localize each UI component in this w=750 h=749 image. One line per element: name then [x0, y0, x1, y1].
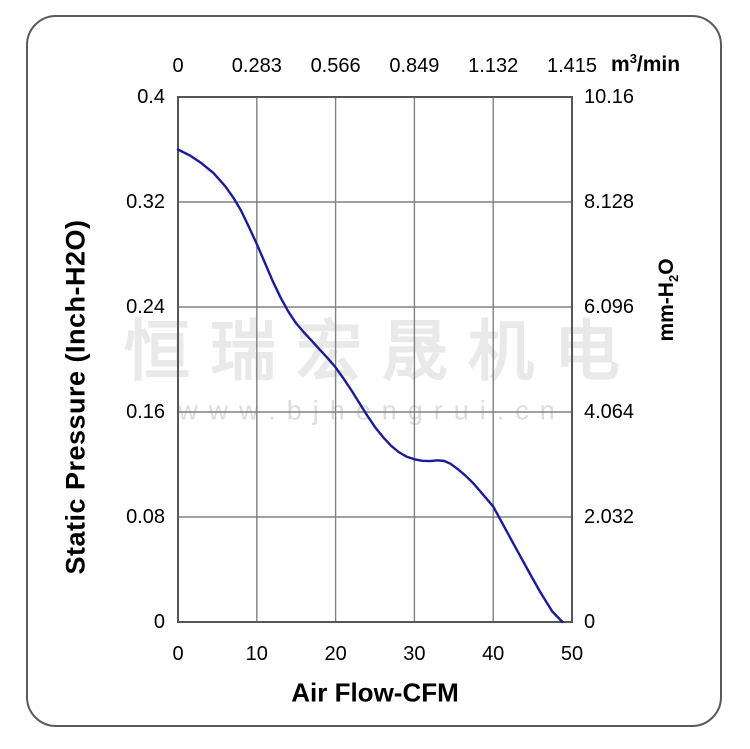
right-tick-label: 0	[584, 611, 596, 633]
unit-superscript: 3	[629, 51, 637, 66]
top-tick-label: 1.415	[546, 55, 598, 77]
bottom-axis-title: Air Flow-CFM	[291, 677, 459, 708]
left-tick-label: 0.32	[126, 191, 165, 213]
bottom-tick-label: 50	[560, 643, 584, 665]
right-tick-label: 4.064	[584, 401, 635, 423]
right-tick-label: 2.032	[584, 506, 635, 528]
right-tick-label: 6.096	[584, 296, 635, 318]
top-tick-label: 0.849	[389, 55, 440, 77]
plot-border	[177, 96, 573, 623]
top-tick-label: 0.566	[310, 55, 361, 77]
watermark-website-text: www.bjhengrui.cn	[178, 395, 566, 426]
left-tick-label: 0.24	[126, 296, 165, 318]
right-tick-label: 8.128	[584, 191, 635, 213]
left-tick-label: 0.08	[126, 506, 165, 528]
right-unit-post: O	[654, 258, 678, 275]
left-tick-label: 0	[153, 611, 165, 633]
bottom-tick-label: 0	[172, 643, 184, 665]
left-tick-label: 0.16	[126, 401, 165, 423]
top-tick-label: 1.132	[468, 55, 519, 77]
pressure-flow-curve	[176, 148, 564, 624]
right-unit-subscript: 2	[666, 274, 682, 283]
bottom-tick-label: 40	[482, 643, 505, 665]
right-tick-label: 10.16	[584, 86, 635, 108]
right-unit-pre: mm-H	[654, 282, 678, 342]
left-axis-title: Static Pressure (Inch-H2O)	[60, 219, 91, 575]
page-border-frame	[26, 15, 722, 727]
top-tick-label: 0	[172, 55, 184, 77]
right-axis-title: mm-H2O	[655, 258, 681, 341]
watermark-brand-text: 恒瑞宏晟机电	[124, 314, 640, 388]
bottom-tick-label: 10	[245, 643, 268, 665]
unit-m: m	[611, 53, 630, 76]
top-tick-label: 0.283	[231, 55, 282, 77]
bottom-tick-label: 30	[403, 643, 426, 665]
left-tick-label: 0.4	[137, 86, 165, 108]
top-axis-unit-label: m3/min	[611, 51, 680, 77]
unit-per-min: /min	[636, 53, 681, 76]
bottom-tick-label: 20	[324, 643, 347, 665]
